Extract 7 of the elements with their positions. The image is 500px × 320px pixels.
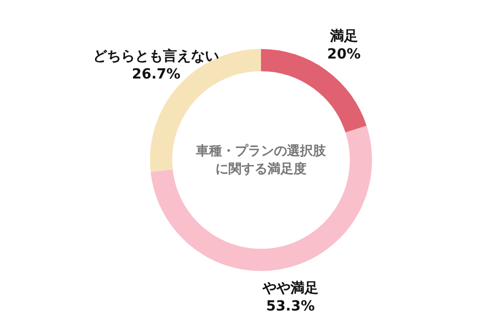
- slice-label: 満足: [328, 28, 358, 45]
- text: 車種・プランの選択肢に関する満足度: [195, 143, 327, 179]
- data-label: 20%: [327, 46, 361, 63]
- slice-label: やや満足: [261, 280, 318, 297]
- data-label: 53.3%: [266, 298, 315, 315]
- slice-label: どちらとも言えない: [93, 47, 220, 64]
- data-label: 26.7%: [132, 66, 180, 82]
